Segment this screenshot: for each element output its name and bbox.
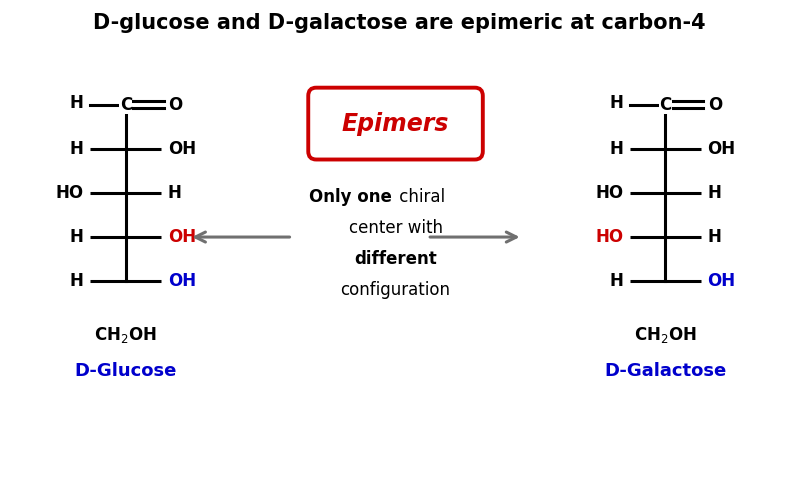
Text: C: C [120,96,132,114]
Text: Only one: Only one [308,188,392,206]
Text: CH$_2$OH: CH$_2$OH [634,325,697,345]
Text: H: H [70,140,84,158]
Text: H: H [610,140,623,158]
Text: HO: HO [56,184,84,202]
Text: H: H [168,184,181,202]
Text: CH$_2$OH: CH$_2$OH [94,325,157,345]
Text: configuration: configuration [340,281,451,299]
Text: OH: OH [707,140,736,158]
Text: D-Galactose: D-Galactose [604,362,726,380]
FancyBboxPatch shape [308,88,483,160]
Text: O: O [169,96,183,114]
Text: H: H [707,184,721,202]
Text: OH: OH [168,228,196,246]
Text: H: H [707,228,721,246]
Text: D-Glucose: D-Glucose [74,362,177,380]
Text: C: C [659,96,671,114]
Text: different: different [354,250,437,268]
Text: OH: OH [707,272,736,290]
Text: H: H [70,272,84,290]
Text: O: O [708,96,722,114]
Text: center with: center with [348,219,443,237]
Text: D-glucose and D-galactose are epimeric at carbon-4: D-glucose and D-galactose are epimeric a… [93,13,706,33]
Text: H: H [610,94,623,112]
Text: OH: OH [168,272,196,290]
Text: H: H [610,272,623,290]
Text: chiral: chiral [394,188,445,206]
Text: HO: HO [595,228,623,246]
Text: OH: OH [168,140,196,158]
Text: HO: HO [595,184,623,202]
Text: H: H [70,94,84,112]
Text: H: H [70,228,84,246]
Text: Epimers: Epimers [342,112,449,136]
